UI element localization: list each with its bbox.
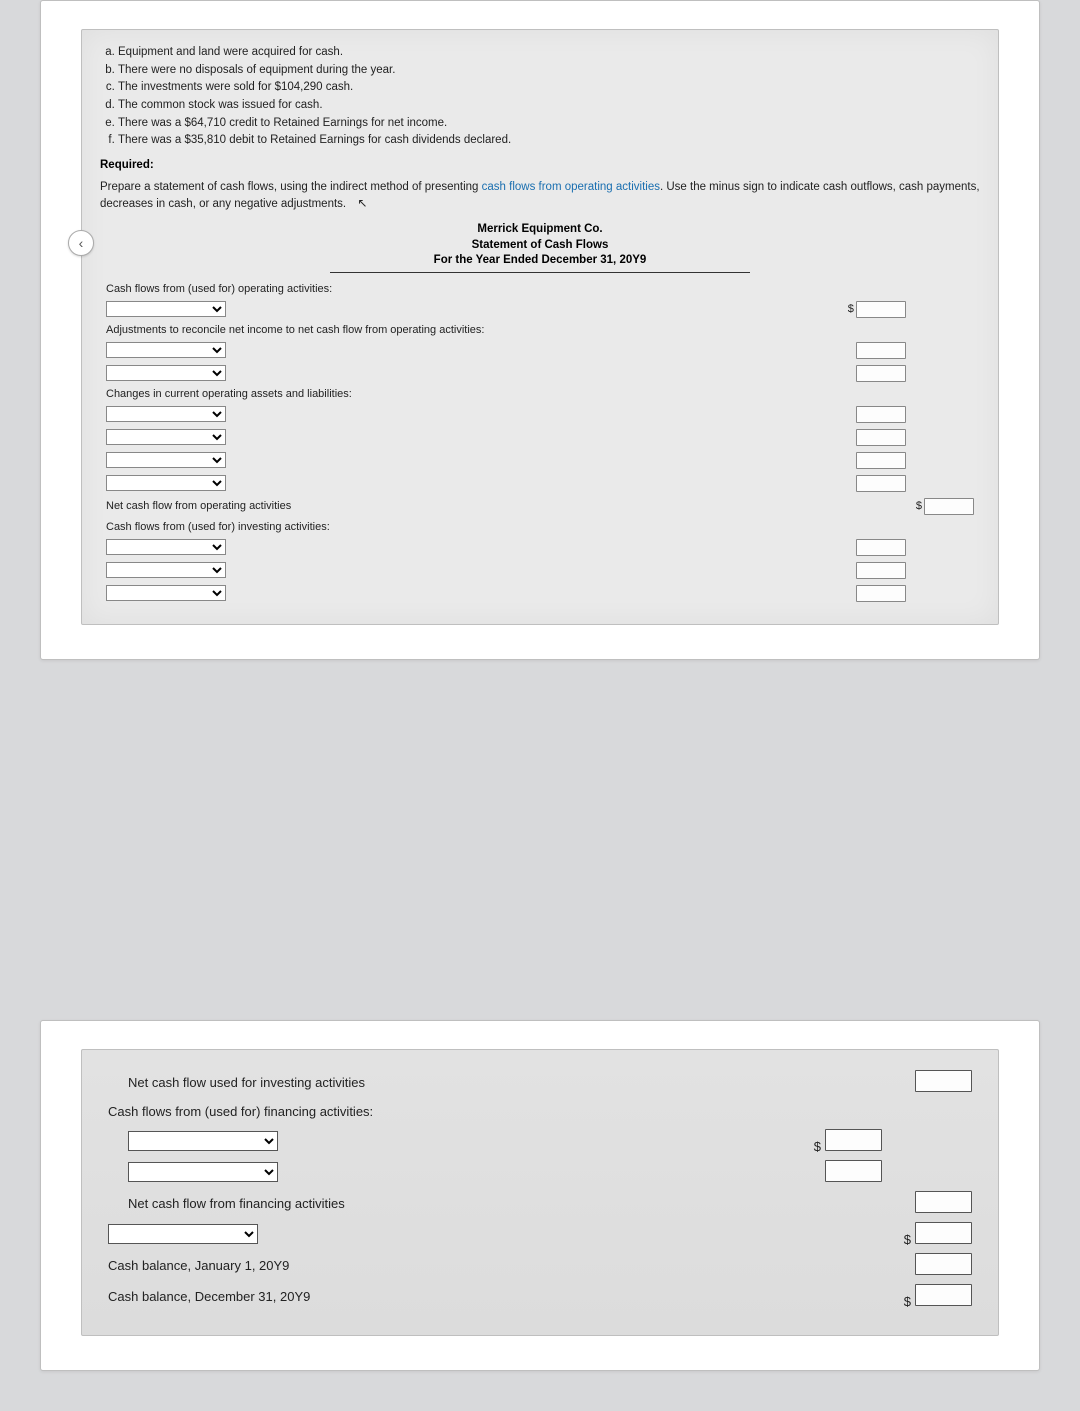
adj2-amount[interactable] — [856, 365, 906, 382]
screenshot-panel-top: ‹ Equipment and land were acquired for c… — [81, 29, 999, 625]
row-bal-dec: Cash balance, December 31, 20Y9 — [108, 1289, 310, 1304]
blank-region — [40, 700, 1040, 1020]
problem-card-top: ‹ Equipment and land were acquired for c… — [40, 0, 1040, 660]
row-net-op: Net cash flow from operating activities — [102, 496, 842, 517]
net-inv-amount[interactable] — [915, 1070, 972, 1092]
adj1-amount[interactable] — [856, 342, 906, 359]
row-fin-header: Cash flows from (used for) financing act… — [108, 1104, 373, 1119]
fin1-amount[interactable] — [825, 1129, 882, 1151]
net-op-amount[interactable] — [924, 498, 974, 515]
chg1-amount[interactable] — [856, 406, 906, 423]
chg2-amount[interactable] — [856, 429, 906, 446]
inv1-select[interactable] — [106, 539, 226, 555]
note-d: The common stock was issued for cash. — [118, 97, 980, 114]
row-net-inv: Net cash flow used for investing activit… — [108, 1075, 365, 1090]
row-net-fin: Net cash flow from financing activities — [108, 1196, 345, 1211]
note-f: There was a $35,810 debit to Retained Ea… — [118, 132, 980, 149]
bal-jan-amount[interactable] — [915, 1253, 972, 1275]
statement-header: Merrick Equipment Co. Statement of Cash … — [100, 222, 980, 269]
prev-chevron-icon[interactable]: ‹ — [68, 230, 94, 256]
inv1-amount[interactable] — [856, 539, 906, 556]
note-c: The investments were sold for $104,290 c… — [118, 79, 980, 96]
fin2-amount[interactable] — [825, 1160, 882, 1182]
note-e: There was a $64,710 credit to Retained E… — [118, 115, 980, 132]
inv3-amount[interactable] — [856, 585, 906, 602]
given-info-list: Equipment and land were acquired for cas… — [100, 44, 980, 149]
row-changes: Changes in current operating assets and … — [102, 386, 978, 402]
row-inv-header: Cash flows from (used for) investing act… — [102, 519, 978, 535]
chg4-amount[interactable] — [856, 475, 906, 492]
fin2-select[interactable] — [128, 1162, 278, 1182]
row-adjustments: Adjustments to reconcile net income to n… — [102, 322, 978, 338]
problem-card-bottom: Net cash flow used for investing activit… — [40, 1020, 1040, 1371]
row-bal-jan: Cash balance, January 1, 20Y9 — [108, 1258, 289, 1273]
op-line1-amount[interactable] — [856, 301, 906, 318]
note-a: Equipment and land were acquired for cas… — [118, 44, 980, 61]
net-fin-amount[interactable] — [915, 1191, 972, 1213]
chg2-select[interactable] — [106, 429, 226, 445]
inv2-amount[interactable] — [856, 562, 906, 579]
chg3-amount[interactable] — [856, 452, 906, 469]
fin1-select[interactable] — [128, 1131, 278, 1151]
cursor-icon: ↖ — [357, 195, 367, 212]
note-b: There were no disposals of equipment dur… — [118, 62, 980, 79]
row-op-header: Cash flows from (used for) operating act… — [102, 281, 842, 297]
bal-dec-amount[interactable] — [915, 1284, 972, 1306]
change-cash-select[interactable] — [108, 1224, 258, 1244]
instructions: Prepare a statement of cash flows, using… — [100, 179, 980, 212]
chg3-select[interactable] — [106, 452, 226, 468]
required-label: Required: — [100, 159, 980, 171]
change-cash-amount[interactable] — [915, 1222, 972, 1244]
adj1-select[interactable] — [106, 342, 226, 358]
inv2-select[interactable] — [106, 562, 226, 578]
chg1-select[interactable] — [106, 406, 226, 422]
inv3-select[interactable] — [106, 585, 226, 601]
cashflow-table: Cash flows from (used for) operating act… — [100, 279, 980, 606]
screenshot-panel-bottom: Net cash flow used for investing activit… — [81, 1049, 999, 1336]
op-line1-select[interactable] — [106, 301, 226, 317]
chg4-select[interactable] — [106, 475, 226, 491]
adj2-select[interactable] — [106, 365, 226, 381]
